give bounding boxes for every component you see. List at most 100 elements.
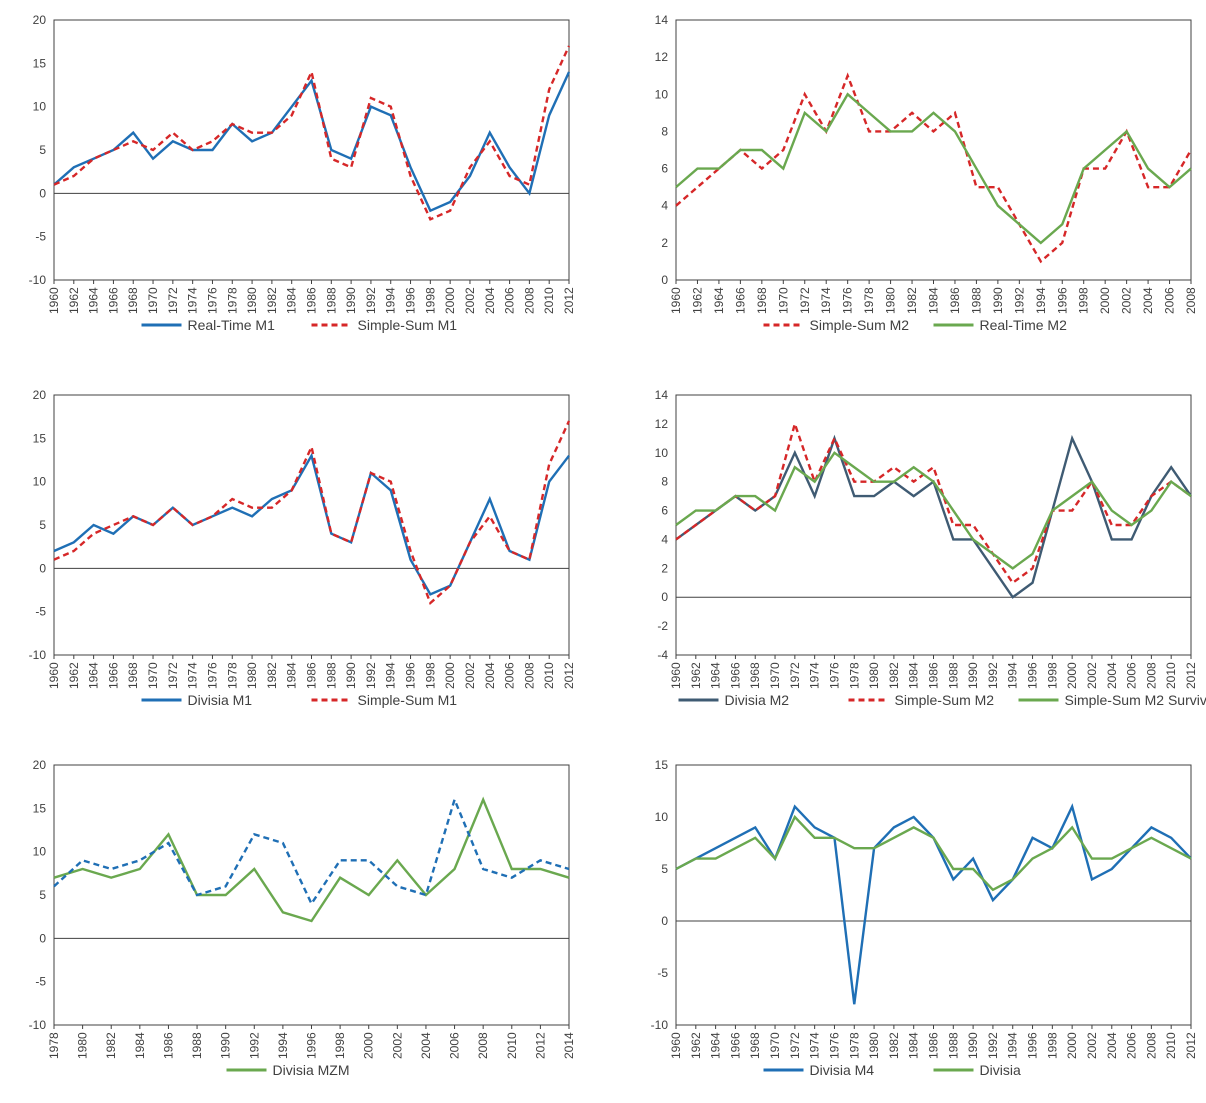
x-tick-label: 1974 [819, 287, 833, 314]
x-tick-label: 1964 [87, 287, 101, 314]
y-tick-label: 10 [655, 810, 669, 824]
y-tick-label: 14 [655, 388, 669, 402]
plot-area-border [53, 764, 570, 1026]
x-tick-label: 1996 [1026, 1032, 1040, 1059]
y-tick-label: 0 [39, 931, 46, 945]
x-tick-label: 1988 [190, 1032, 204, 1059]
y-tick-label: 5 [39, 143, 46, 157]
y-tick-label: -10 [29, 273, 47, 287]
x-tick-label: 1994 [276, 1032, 290, 1059]
x-tick-label: 1968 [748, 1032, 762, 1059]
x-tick-label: 2010 [542, 287, 556, 314]
x-tick-label: 2008 [1184, 287, 1198, 314]
x-tick-label: 1984 [285, 287, 299, 314]
x-tick-label: 2004 [1105, 662, 1119, 689]
legend-label: Divisia M4 [810, 1062, 875, 1078]
y-tick-label: -10 [29, 1018, 47, 1032]
x-tick-label: 2006 [503, 662, 517, 689]
y-tick-label: -5 [35, 605, 46, 619]
x-tick-label: 1970 [768, 1032, 782, 1059]
x-tick-label: 2008 [522, 287, 536, 314]
y-tick-label: 12 [655, 50, 669, 64]
x-tick-label: 1972 [166, 662, 180, 689]
x-tick-label: 1964 [87, 662, 101, 689]
x-tick-label: 2004 [419, 1032, 433, 1059]
x-tick-label: 1980 [245, 662, 259, 689]
y-tick-label: 15 [655, 758, 669, 772]
y-tick-label: 2 [661, 236, 668, 250]
x-tick-label: 1962 [690, 287, 704, 314]
x-tick-label: 1968 [755, 287, 769, 314]
legend-label: Divisia M2 [725, 692, 790, 708]
x-tick-label: 1978 [847, 662, 861, 689]
x-tick-label: 2004 [1141, 287, 1155, 314]
x-tick-label: 1972 [798, 287, 812, 314]
series-line-1 [53, 796, 570, 923]
x-tick-label: 1984 [907, 662, 921, 689]
x-tick-label: 1980 [245, 287, 259, 314]
x-tick-label: 1978 [225, 662, 239, 689]
x-tick-label: 1986 [948, 287, 962, 314]
y-tick-label: 0 [661, 590, 668, 604]
y-tick-label: 8 [661, 475, 668, 489]
x-tick-label: 1980 [76, 1032, 90, 1059]
x-tick-label: 1972 [166, 287, 180, 314]
x-tick-label: 1982 [887, 662, 901, 689]
x-tick-label: 2010 [505, 1032, 519, 1059]
y-tick-label: 4 [661, 199, 668, 213]
series-line-1 [675, 434, 1192, 599]
x-tick-label: 2006 [503, 287, 517, 314]
x-tick-label: 1980 [867, 662, 881, 689]
x-tick-label: 1994 [384, 287, 398, 314]
y-tick-label: 20 [33, 13, 47, 27]
y-tick-label: 10 [655, 446, 669, 460]
chart-panel-3: 20 15 10 5 0 -5 -10 1960 1962 1964 1966 1968 1970 197… [4, 375, 584, 730]
x-tick-label: 1982 [265, 287, 279, 314]
series-line-1 [675, 72, 1193, 264]
y-tick-label: 14 [655, 13, 669, 27]
x-tick-label: 1986 [305, 287, 319, 314]
legend-label: Simple-Sum M1 [358, 317, 458, 333]
x-tick-label: 2014 [562, 1032, 576, 1059]
x-tick-label: 1982 [905, 287, 919, 314]
x-tick-label: 1960 [669, 287, 683, 314]
x-tick-label: 1978 [862, 287, 876, 314]
x-tick-label: 2002 [1085, 662, 1099, 689]
x-tick-label: 1998 [1045, 1032, 1059, 1059]
x-tick-label: 1988 [324, 287, 338, 314]
x-tick-label: 2000 [443, 287, 457, 314]
x-tick-label: 1988 [324, 662, 338, 689]
x-tick-label: 1998 [423, 287, 437, 314]
x-tick-label: 1976 [841, 287, 855, 314]
y-tick-label: -5 [657, 966, 668, 980]
y-tick-label: 0 [661, 914, 668, 928]
legend-label: Real-Time M1 [188, 317, 276, 333]
y-tick-label: 15 [33, 431, 47, 445]
y-tick-label: 20 [33, 758, 47, 772]
x-tick-label: 1992 [986, 662, 1000, 689]
chart-panel-4: 14 12 10 8 6 4 2 0 -2 -4 1960 1962 1964 1966 1968 1970 1… [626, 375, 1206, 730]
x-tick-label: 1998 [1045, 662, 1059, 689]
plot-area-border [53, 19, 570, 281]
y-tick-label: 0 [39, 186, 46, 200]
x-tick-label: 1974 [186, 287, 200, 314]
x-tick-label: 1966 [728, 1032, 742, 1059]
x-tick-label: 2008 [476, 1032, 490, 1059]
legend-label: Divisia M1 [188, 692, 253, 708]
x-tick-label: 1984 [285, 662, 299, 689]
x-tick-label: 1966 [733, 287, 747, 314]
x-tick-label: 1966 [728, 662, 742, 689]
y-tick-label: 5 [39, 518, 46, 532]
series-line-2 [53, 45, 571, 221]
x-tick-label: 1996 [305, 1032, 319, 1059]
y-tick-label: 15 [33, 801, 47, 815]
x-tick-label: 1984 [907, 1032, 921, 1059]
x-tick-label: 2002 [390, 1032, 404, 1059]
x-tick-label: 1968 [748, 662, 762, 689]
x-tick-label: 2012 [1184, 662, 1198, 689]
x-tick-label: 1992 [986, 1032, 1000, 1059]
x-tick-label: 1976 [827, 662, 841, 689]
series-line-2 [53, 420, 571, 606]
x-tick-label: 1992 [1012, 287, 1026, 314]
